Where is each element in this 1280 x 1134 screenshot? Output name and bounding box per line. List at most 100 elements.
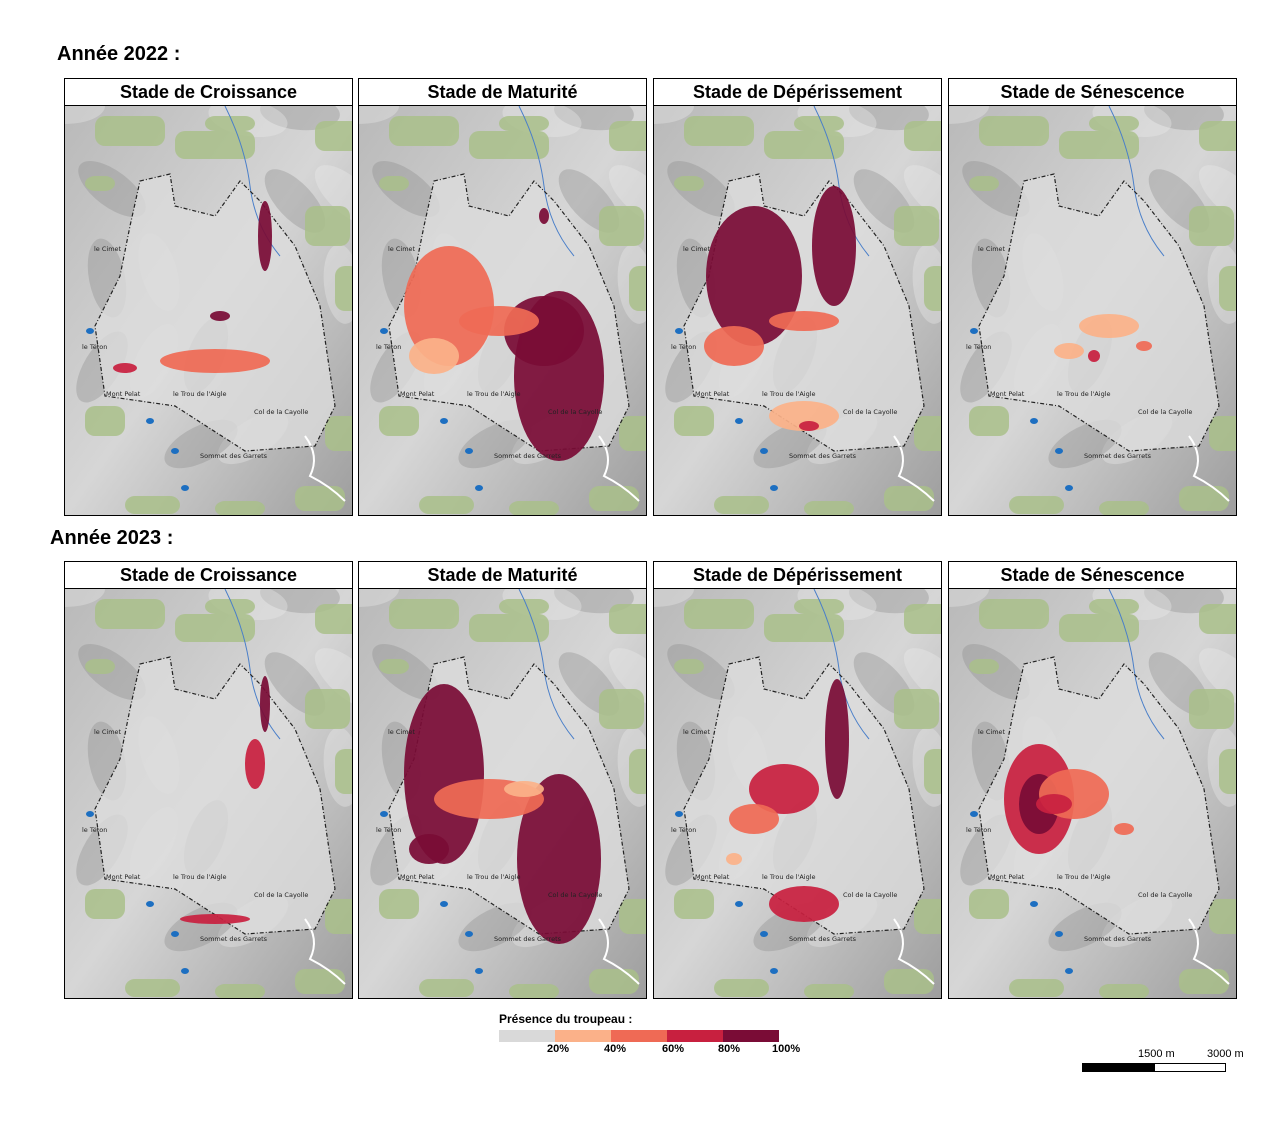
pasture-area — [95, 657, 335, 934]
map-svg: le Cimet le Téton Mont Pelat le Trou de l'A… — [949, 106, 1236, 515]
forest-area — [1209, 899, 1236, 934]
forest-area — [335, 749, 352, 794]
presence-patch — [812, 186, 856, 306]
forest-area — [469, 131, 549, 159]
place-label: le Cimet — [94, 245, 122, 253]
scale-bar — [1082, 1063, 1226, 1072]
forest-area — [379, 406, 419, 436]
pastoral-boundary — [94, 656, 336, 935]
terrain-ridge — [314, 648, 352, 708]
forest-area — [969, 889, 1009, 919]
lake — [440, 901, 448, 907]
legend-swatch-0 — [499, 1030, 555, 1042]
forest-area — [325, 899, 352, 934]
legend-tick-40: 40% — [604, 1043, 627, 1055]
terrain-ridge — [78, 160, 146, 218]
forest-area — [629, 749, 646, 794]
lake — [970, 328, 978, 334]
place-label: Mont Pelat — [106, 390, 141, 398]
river — [1108, 589, 1165, 740]
forest-area — [684, 599, 754, 629]
panel-title: Stade de Sénescence — [949, 562, 1236, 589]
presence-patch — [180, 914, 250, 924]
lake — [146, 901, 154, 907]
presence-patch — [706, 206, 802, 346]
presence-patch — [1136, 341, 1152, 351]
forest-area — [674, 176, 704, 191]
map: le Cimet le Téton Mont Pelat le Trou de l'A… — [359, 589, 646, 998]
presence-patch — [459, 306, 539, 336]
lake — [465, 448, 473, 454]
panel-2023-senescence: Stade de Sénescence le Cimet le Téton Mont… — [948, 561, 1237, 999]
forest-area — [804, 984, 854, 998]
pastoral-boundary — [94, 173, 336, 452]
lake — [146, 418, 154, 424]
presence-patch — [1088, 350, 1100, 362]
legend-tick-20: 20% — [547, 1043, 570, 1055]
forest-area — [85, 659, 115, 674]
panel-2022-croissance: Stade de Croissance le Cimet le Téton Mont… — [64, 78, 353, 516]
place-label: Col de la Cayolle — [548, 891, 602, 899]
legend-tick-80: 80% — [718, 1043, 741, 1055]
place-label: le Cimet — [978, 728, 1006, 736]
place-label: Sommet des Garrets — [494, 935, 562, 943]
lake — [1055, 931, 1063, 937]
place-label: le Téton — [671, 826, 696, 834]
terrain-ridge — [314, 165, 352, 225]
terrain-ridge — [359, 106, 399, 124]
legend-tick-60: 60% — [662, 1043, 685, 1055]
forest-area — [914, 899, 941, 934]
presence-patch — [404, 684, 484, 864]
place-label: le Téton — [82, 826, 107, 834]
forest-area — [609, 604, 646, 634]
place-label: Mont Pelat — [695, 873, 730, 881]
lake — [380, 811, 388, 817]
forest-area — [95, 599, 165, 629]
forest-area — [1199, 604, 1236, 634]
lake — [760, 448, 768, 454]
forest-area — [674, 406, 714, 436]
panel-2022-senescence: Stade de Sénescence le Cimet le Téton Mont… — [948, 78, 1237, 516]
legend-swatch-4 — [723, 1030, 779, 1042]
terrain-ridge — [260, 589, 340, 614]
forest-area — [469, 614, 549, 642]
place-label: le Trou de l'Aigle — [467, 390, 521, 398]
panel-title: Stade de Croissance — [65, 562, 352, 589]
lake — [735, 901, 743, 907]
lake — [760, 931, 768, 937]
lake — [1030, 901, 1038, 907]
forest-area — [379, 889, 419, 919]
lake — [770, 485, 778, 491]
lake — [770, 968, 778, 974]
place-label: le Trou de l'Aigle — [762, 873, 816, 881]
presence-patch — [260, 676, 270, 732]
forest-area — [904, 121, 941, 151]
forest-area — [1179, 969, 1229, 994]
presence-patch — [1054, 343, 1084, 359]
forest-area — [979, 116, 1049, 146]
presence-patch — [504, 781, 544, 797]
road — [1188, 435, 1230, 502]
place-label: le Téton — [671, 343, 696, 351]
forest-area — [714, 979, 769, 997]
presence-patch — [245, 739, 265, 789]
forest-area — [804, 501, 854, 515]
terrain-ridge — [667, 643, 735, 701]
place-label: Col de la Cayolle — [1138, 891, 1192, 899]
lake — [475, 485, 483, 491]
legend-swatch-1 — [555, 1030, 611, 1042]
place-label: Col de la Cayolle — [843, 891, 897, 899]
forest-area — [379, 176, 409, 191]
forest-area — [1089, 599, 1139, 614]
place-label: le Téton — [376, 826, 401, 834]
place-label: Sommet des Garrets — [200, 452, 268, 460]
panel-title: Stade de Dépérissement — [654, 562, 941, 589]
forest-area — [924, 266, 941, 311]
forest-area — [499, 116, 549, 131]
place-label: Col de la Cayolle — [1138, 408, 1192, 416]
forest-area — [85, 176, 115, 191]
terrain-ridge — [65, 589, 105, 607]
lake — [1030, 418, 1038, 424]
forest-area — [305, 689, 350, 729]
lake — [735, 418, 743, 424]
